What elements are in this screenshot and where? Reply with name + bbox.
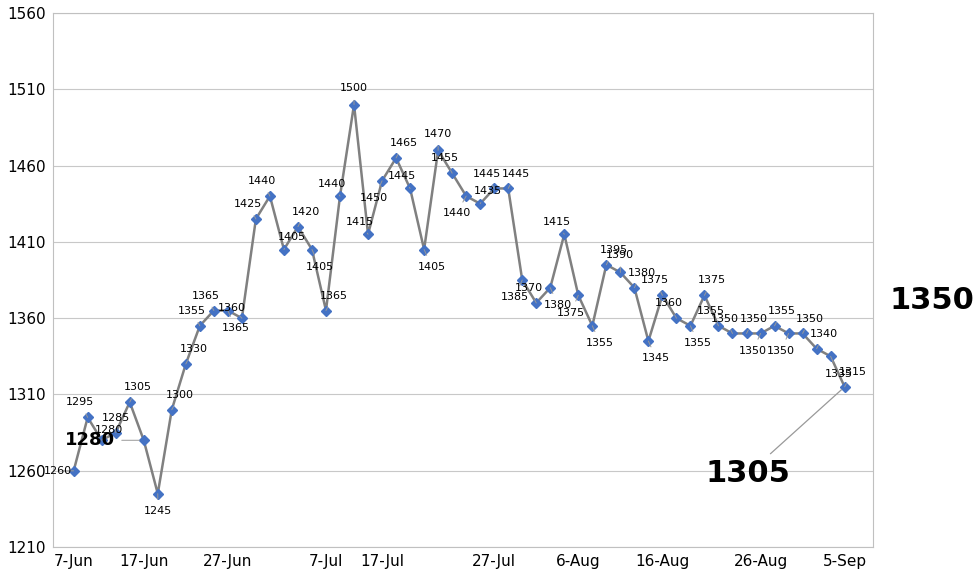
Text: 1350: 1350 [797, 313, 824, 334]
Text: 1375: 1375 [698, 275, 726, 295]
Text: 1445: 1445 [472, 169, 501, 188]
Text: 1425: 1425 [234, 199, 263, 219]
Text: 1440: 1440 [318, 179, 346, 196]
Text: 1365: 1365 [319, 291, 348, 310]
Text: 1365: 1365 [192, 291, 220, 310]
Text: 1360: 1360 [655, 298, 683, 318]
Text: 1375: 1375 [641, 275, 668, 295]
Text: 1340: 1340 [810, 329, 838, 348]
Text: 1440: 1440 [248, 176, 276, 196]
Text: 1445: 1445 [502, 169, 530, 188]
Text: 1350: 1350 [767, 334, 795, 356]
Text: 1355: 1355 [768, 306, 797, 326]
Text: 1285: 1285 [102, 413, 129, 433]
Text: 1365: 1365 [221, 310, 250, 333]
Text: 1355: 1355 [178, 306, 206, 326]
Text: 1435: 1435 [474, 186, 502, 204]
Text: 1405: 1405 [306, 249, 334, 272]
Text: 1405: 1405 [417, 249, 446, 272]
Text: 1245: 1245 [144, 494, 172, 516]
Text: 1405: 1405 [277, 232, 306, 249]
Text: 1350: 1350 [890, 286, 974, 315]
Text: 1305: 1305 [706, 389, 842, 488]
Text: 1305: 1305 [123, 382, 152, 402]
Text: 1500: 1500 [340, 84, 368, 104]
Text: 1295: 1295 [66, 397, 94, 418]
Text: 1355: 1355 [586, 326, 614, 348]
Text: 1315: 1315 [838, 367, 866, 387]
Text: 1390: 1390 [607, 250, 634, 272]
Text: 1375: 1375 [557, 295, 585, 318]
Text: 1465: 1465 [390, 138, 417, 158]
Text: 1300: 1300 [166, 390, 193, 410]
Text: 1280: 1280 [95, 425, 123, 440]
Text: 1330: 1330 [179, 344, 208, 364]
Text: 1370: 1370 [514, 283, 543, 303]
Text: 1380: 1380 [544, 287, 572, 310]
Text: 1455: 1455 [430, 153, 459, 173]
Text: 1440: 1440 [442, 196, 470, 218]
Text: 1350: 1350 [740, 313, 768, 334]
Text: 1445: 1445 [388, 171, 416, 188]
Text: 1335: 1335 [824, 357, 853, 379]
Text: 1260: 1260 [44, 466, 74, 476]
Text: 1415: 1415 [543, 217, 570, 234]
Text: 1415: 1415 [346, 217, 374, 234]
Text: 1280: 1280 [65, 431, 139, 449]
Text: 1350: 1350 [710, 313, 739, 334]
Text: 1345: 1345 [642, 341, 670, 363]
Text: 1470: 1470 [424, 129, 452, 150]
Text: 1360: 1360 [219, 303, 246, 318]
Text: 1355: 1355 [697, 306, 725, 326]
Text: 1355: 1355 [684, 326, 712, 348]
Text: 1380: 1380 [628, 268, 657, 287]
Text: 1395: 1395 [600, 245, 628, 265]
Text: 1450: 1450 [361, 181, 388, 203]
Text: 1420: 1420 [291, 207, 319, 226]
Text: 1350: 1350 [739, 334, 766, 356]
Text: 1385: 1385 [501, 280, 528, 302]
